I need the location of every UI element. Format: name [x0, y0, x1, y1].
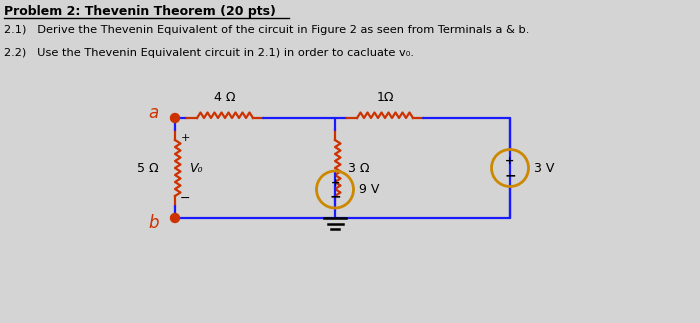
Text: Problem 2: Thevenin Theorem (20 pts): Problem 2: Thevenin Theorem (20 pts) — [4, 5, 276, 18]
Text: 5 Ω: 5 Ω — [137, 162, 159, 174]
Text: 9 V: 9 V — [359, 183, 379, 196]
Text: +: + — [181, 133, 190, 143]
Circle shape — [171, 113, 179, 122]
Circle shape — [171, 214, 179, 223]
Text: −: − — [180, 192, 190, 204]
Text: −: − — [329, 190, 341, 203]
Text: 4 Ω: 4 Ω — [214, 91, 236, 104]
Text: b: b — [148, 214, 159, 232]
Text: 1Ω: 1Ω — [377, 91, 394, 104]
Text: +: + — [330, 178, 340, 187]
Text: V₀: V₀ — [189, 162, 202, 174]
Text: a: a — [148, 104, 159, 122]
Text: +: + — [505, 156, 514, 166]
Text: −: − — [504, 168, 516, 182]
Text: 3 V: 3 V — [534, 162, 554, 174]
Text: 3 Ω: 3 Ω — [348, 162, 370, 174]
Text: 2.1)   Derive the Thevenin Equivalent of the circuit in Figure 2 as seen from Te: 2.1) Derive the Thevenin Equivalent of t… — [4, 25, 529, 35]
Text: 2.2)   Use the Thevenin Equivalent circuit in 2.1) in order to cacluate v₀.: 2.2) Use the Thevenin Equivalent circuit… — [4, 48, 414, 58]
